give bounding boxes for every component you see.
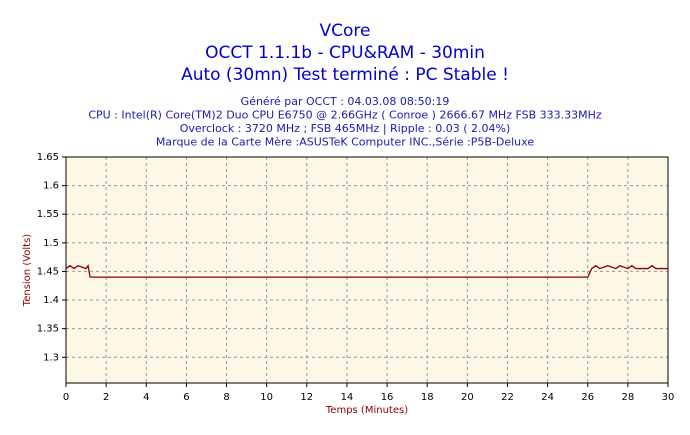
x-tick-label: 12: [300, 392, 313, 403]
x-tick-label: 20: [461, 392, 474, 403]
x-tick-label: 10: [260, 392, 273, 403]
x-tick-label: 26: [581, 392, 594, 403]
x-tick-label: 22: [501, 392, 514, 403]
x-tick-label: 8: [223, 392, 229, 403]
chart-title: VCore: [320, 21, 371, 41]
y-tick-label: 1.5: [43, 238, 59, 249]
x-tick-label: 16: [381, 392, 394, 403]
y-tick-label: 1.35: [37, 324, 59, 335]
y-tick-label: 1.55: [37, 209, 59, 220]
x-tick-label: 6: [183, 392, 189, 403]
y-tick-label: 1.6: [43, 181, 59, 192]
y-tick-label: 1.65: [37, 152, 59, 163]
y-tick-label: 1.3: [43, 352, 59, 363]
x-tick-label: 18: [421, 392, 434, 403]
x-tick-label: 30: [662, 392, 675, 403]
chart-title: OCCT 1.1.1b - CPU&RAM - 30min: [205, 43, 485, 63]
chart-subtitle: Overclock : 3720 MHz ; FSB 465MHz | Ripp…: [180, 122, 510, 135]
chart-subtitle: CPU : Intel(R) Core(TM)2 Duo CPU E6750 @…: [88, 109, 602, 122]
y-tick-label: 1.45: [37, 266, 59, 277]
chart-title: Auto (30mn) Test terminé : PC Stable !: [181, 65, 509, 85]
chart-subtitle: Généré par OCCT : 04.03.08 08:50:19: [241, 95, 450, 108]
x-tick-label: 4: [143, 392, 149, 403]
chart-subtitle: Marque de la Carte Mère :ASUSTeK Compute…: [156, 136, 534, 149]
data-line: [65, 264, 668, 278]
y-tick-label: 1.4: [43, 295, 59, 306]
x-tick-label: 24: [541, 392, 554, 403]
x-tick-label: 14: [341, 392, 354, 403]
x-tick-label: 0: [63, 392, 69, 403]
y-axis-label: Tension (Volts): [22, 234, 33, 308]
plot-area: [66, 157, 668, 383]
plot-border: [65, 156, 669, 384]
x-axis-label: Temps (Minutes): [325, 405, 408, 416]
x-tick-label: 2: [103, 392, 109, 403]
x-tick-label: 28: [621, 392, 634, 403]
